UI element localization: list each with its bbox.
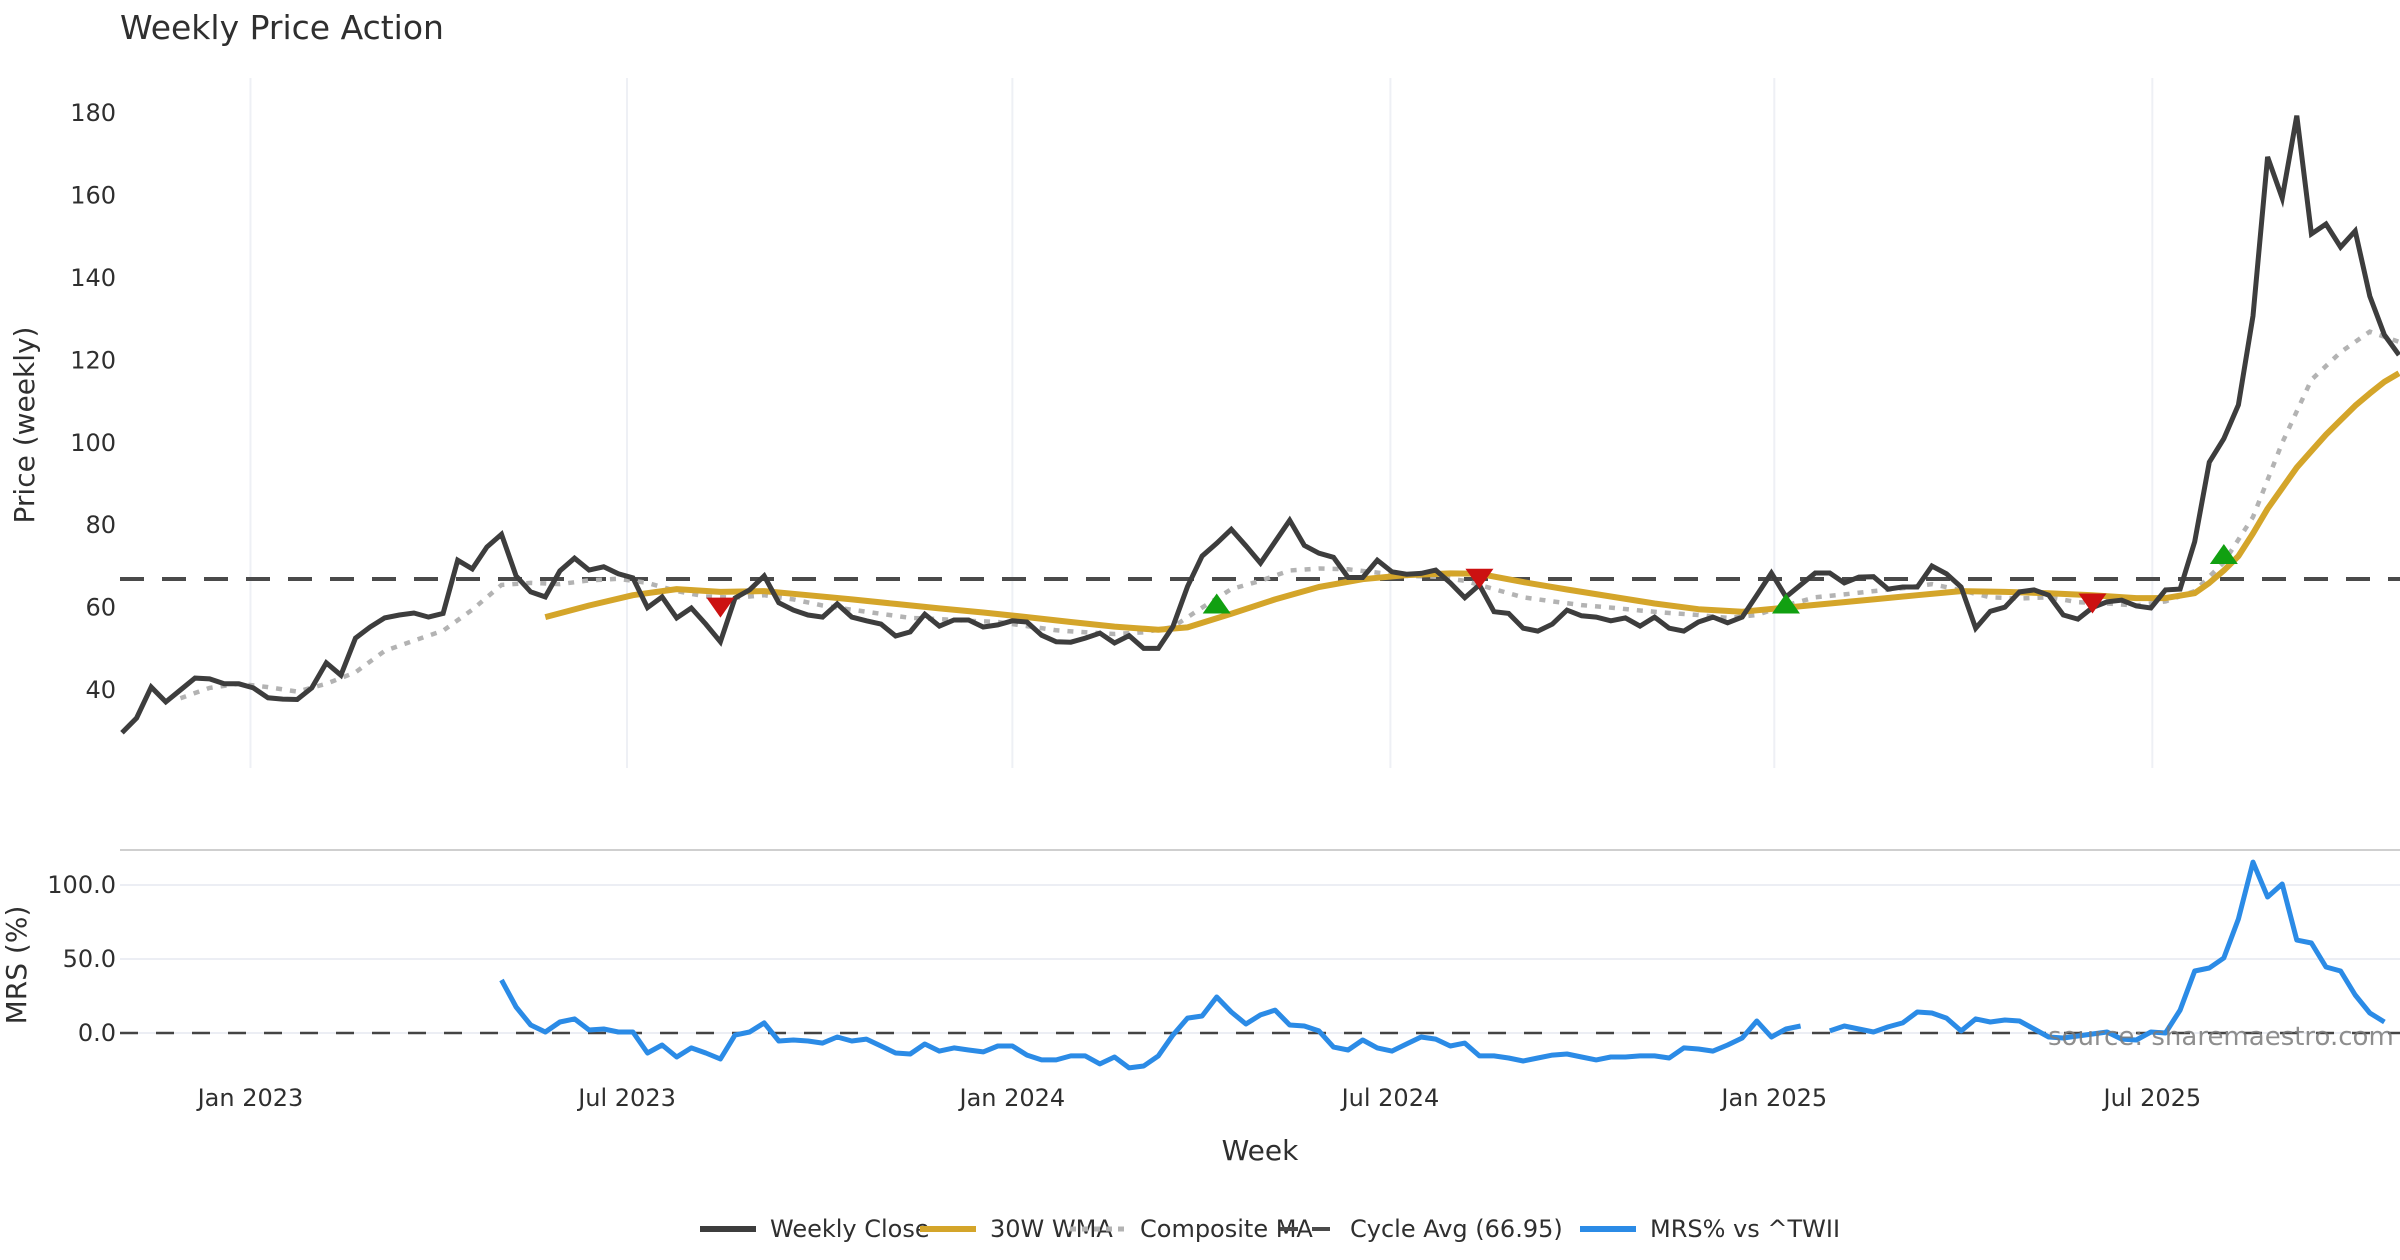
legend-item: Composite MA xyxy=(1070,1215,1313,1243)
composite-ma-line xyxy=(179,329,2400,701)
watermark: source: sharemaestro.com xyxy=(2048,1022,2394,1052)
mrs-y-ticks: 100.0 50.0 0.0 xyxy=(47,871,116,1047)
x-tick-label: Jan 2025 xyxy=(1719,1084,1827,1112)
legend: Weekly Close 30W WMA Composite MA Cycle Avg… xyxy=(700,1215,1840,1243)
price-y-tick-label: 40 xyxy=(85,676,116,704)
legend-label: 30W WMA xyxy=(990,1215,1113,1243)
legend-item: MRS% vs ^TWII xyxy=(1580,1215,1840,1243)
buy-signal-triangle-up-icon xyxy=(2209,544,2238,565)
legend-label: Weekly Close xyxy=(770,1215,930,1243)
buy-signal-triangle-up-icon xyxy=(1771,593,1800,614)
x-tick-label: Jan 2024 xyxy=(958,1084,1066,1112)
signal-markers xyxy=(706,544,2238,618)
legend-item: Weekly Close xyxy=(700,1215,930,1243)
mrs-line xyxy=(499,978,1802,1071)
legend-item: Cycle Avg (66.95) xyxy=(1280,1215,1563,1243)
sell-signal-triangle-down-icon xyxy=(1465,568,1494,589)
price-y-ticks: 40 60 80 100 120 140 160 180 xyxy=(70,99,116,704)
chart-title: Weekly Price Action xyxy=(120,8,444,47)
legend-item: 30W WMA xyxy=(920,1215,1113,1243)
price-y-tick-label: 60 xyxy=(85,594,116,622)
mrs-y-tick-label: 100.0 xyxy=(47,871,116,899)
legend-label: Cycle Avg (66.95) xyxy=(1350,1215,1563,1243)
sell-signal-triangle-down-icon xyxy=(2078,593,2107,614)
sell-signal-triangle-down-icon xyxy=(706,597,735,618)
weekly-close-line xyxy=(120,115,2400,735)
x-tick-label: Jul 2025 xyxy=(2101,1084,2201,1112)
wma-line xyxy=(544,370,2400,633)
mrs-gridlines xyxy=(120,884,2400,1034)
x-tick-label: Jan 2023 xyxy=(196,1084,304,1112)
buy-signal-triangle-up-icon xyxy=(1202,593,1231,614)
price-y-axis-label: Price (weekly) xyxy=(8,327,41,524)
price-y-tick-label: 100 xyxy=(70,429,116,457)
x-tick-label: Jul 2024 xyxy=(1340,1084,1440,1112)
price-gridlines xyxy=(249,78,2154,768)
mrs-y-axis-label: MRS (%) xyxy=(0,906,33,1025)
price-y-tick-label: 160 xyxy=(70,182,116,210)
legend-label: MRS% vs ^TWII xyxy=(1650,1215,1840,1243)
mrs-y-tick-label: 0.0 xyxy=(78,1019,116,1047)
price-y-tick-label: 180 xyxy=(70,99,116,127)
mrs-y-tick-label: 50.0 xyxy=(63,945,116,973)
price-y-tick-label: 80 xyxy=(85,511,116,539)
x-ticks: Jan 2023 Jul 2023 Jan 2024 Jul 2024 Jan 2025… xyxy=(196,1084,2202,1112)
price-y-tick-label: 120 xyxy=(70,346,116,374)
x-tick-label: Jul 2023 xyxy=(576,1084,676,1112)
price-y-tick-label: 140 xyxy=(70,264,116,292)
mrs-line xyxy=(1828,859,2386,1043)
series-layer xyxy=(120,115,2400,1071)
x-axis-label: Week xyxy=(1222,1134,1299,1167)
